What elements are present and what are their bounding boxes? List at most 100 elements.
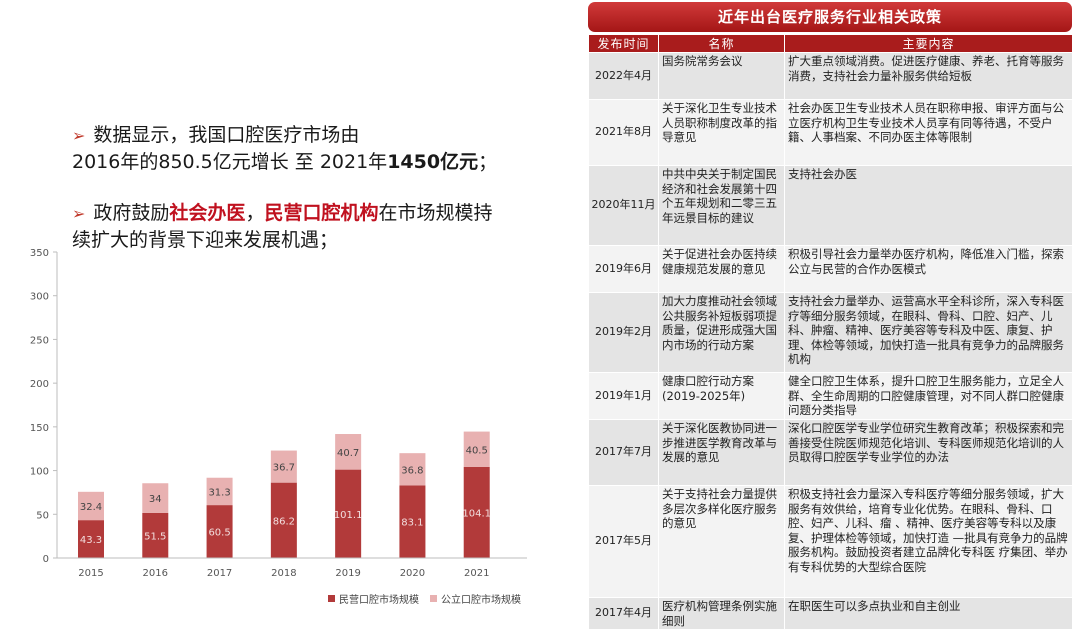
bullet-text: ， (245, 202, 265, 224)
cell-content: 社会办医卫生专业技术人员在职称申报、审评方面与公立医疗机构卫生专业技术人员享有同… (784, 99, 1073, 166)
cell-content: 积极引导社会力量举办医疗机构，降低准入门槛，探索公立与民营的合作办医模式 (784, 245, 1073, 293)
y-tick-label: 150 (30, 423, 49, 434)
legend-label: 公立口腔市场规模 (441, 593, 521, 606)
cell-content: 深化口腔医学专业学位研究生教育改革；积极探索和完善接受住院医师规范化培训、专科医… (784, 419, 1073, 486)
legend: 民营口腔市场规模 公立口腔市场规模 (328, 593, 521, 606)
cell-name: 健康口腔行动方案(2019-2025年) (658, 372, 785, 420)
bullet-text: 在市场规模持 (378, 202, 493, 224)
x-tick-label: 2019 (335, 568, 360, 579)
table-row: 2017年5月 关于支持社会力量提供多层次多样化医疗服务的意见 积极支持社会力量深入… (588, 485, 1073, 598)
bar-segment (78, 520, 104, 558)
y-tick-label: 100 (30, 467, 49, 478)
cell-date: 2019年2月 (588, 292, 659, 373)
y-tick-label: 300 (30, 292, 49, 303)
table-row: 2020年11月 中共中央关于制定国民经济和社会发展第十四个五年规划和二零三五年远… (588, 165, 1073, 246)
header-date: 发布时间 (588, 34, 659, 53)
bar-segment (399, 453, 426, 486)
bar-segment (399, 485, 426, 558)
bar-data-label: 34 (149, 494, 162, 505)
legend-label: 民营口腔市场规模 (339, 593, 419, 606)
y-tick-label: 350 (30, 248, 49, 259)
bullet-highlight: 民营口腔机构 (264, 202, 379, 224)
bar-data-label: 83.1 (401, 518, 423, 529)
y-tick-label: 0 (43, 554, 49, 565)
bar-data-label: 101.1 (334, 510, 363, 521)
legend-swatch (430, 595, 437, 602)
bar-data-label: 40.7 (337, 448, 359, 459)
bar-segment (270, 482, 297, 558)
y-axis: 0 50 100 150 200 250 300 350 (30, 248, 58, 565)
bar-segment (142, 483, 169, 513)
header-content: 主要内容 (784, 34, 1073, 53)
cell-date: 2019年6月 (588, 245, 659, 293)
bar-segment (463, 466, 490, 558)
bar-segment (463, 431, 490, 467)
policy-table: 发布时间 名称 主要内容 2022年4月 国务院常务会议 扩大重点领域消费。促进医疗… (588, 34, 1073, 630)
table-row: 2022年4月 国务院常务会议 扩大重点领域消费。促进医疗健康、养老、托育等服务消费… (588, 52, 1073, 100)
cell-content: 支持社会办医 (784, 165, 1073, 246)
cell-name: 医疗机构管理条例实施细则 (658, 596, 785, 630)
bullet-text: 数据显示，我国口腔医疗市场由 (93, 124, 360, 146)
bullet-policy-support: ➢ 政府鼓励社会办医，民营口腔机构在市场规模持 续扩大的背景下迎来发展机遇； (72, 200, 492, 254)
bullet-text: 2016年的850.5亿元增长 至 2021年 (72, 151, 388, 173)
header-name: 名称 (658, 34, 785, 53)
cell-content: 在职医生可以多点执业和自主创业 (784, 596, 1073, 630)
bullet-text: 续扩大的背景下迎来发展机遇； (72, 229, 339, 251)
cell-date: 2017年7月 (588, 419, 659, 486)
cell-content: 积极支持社会力量深入专科医疗等细分服务领域，扩大服务有效供给，培育专业化优势。在… (784, 485, 1073, 598)
cell-content: 健全口腔卫生体系，提升口腔卫生服务能力，立足全人群、全生命周期的口腔健康管理，对… (784, 372, 1073, 420)
x-tick-label: 2017 (207, 568, 232, 579)
bar-data-label: 31.3 (208, 487, 230, 498)
bar-data-label: 104.1 (462, 508, 491, 519)
bar-segment (78, 491, 104, 521)
y-tick-label: 50 (36, 510, 49, 521)
x-tick-label: 2020 (400, 568, 425, 579)
y-tick-label: 200 (30, 379, 49, 390)
bullet-highlight: 1450亿元 (387, 151, 479, 173)
cell-name: 中共中央关于制定国民经济和社会发展第十四个五年规划和二零三五年远景目标的建议 (658, 165, 785, 246)
cell-date: 2022年4月 (588, 52, 659, 100)
bullet-market-growth: ➢ 数据显示，我国口腔医疗市场由 2016年的850.5亿元增长 至 2021年1… (72, 122, 497, 176)
bar-data-label: 60.5 (208, 528, 230, 539)
cell-name: 关于深化医教协同进一步推进医学教育改革与发展的意见 (658, 419, 785, 486)
bar-data-label: 40.5 (466, 445, 488, 456)
table-row: 2019年1月 健康口腔行动方案(2019-2025年) 健全口腔卫生体系，提升口腔… (588, 372, 1073, 420)
bar-segment (206, 477, 233, 506)
bar-data-label: 36.7 (273, 463, 295, 474)
bar-segment (335, 434, 362, 470)
bar-data-label: 32.4 (80, 502, 102, 513)
table-row: 2017年7月 关于深化医教协同进一步推进医学教育改革与发展的意见 深化口腔医学专业… (588, 419, 1073, 486)
bar-segment (270, 450, 297, 483)
bar-segment (335, 469, 362, 558)
x-tick-label: 2016 (143, 568, 168, 579)
cell-content: 扩大重点领域消费。促进医疗健康、养老、托育等服务消费，支持社会力量补服务供给短板 (784, 52, 1073, 100)
cell-date: 2021年8月 (588, 99, 659, 166)
left-panel: ➢ 数据显示，我国口腔医疗市场由 2016年的850.5亿元增长 至 2021年1… (30, 122, 527, 606)
table-header-row: 发布时间 名称 主要内容 (588, 34, 1073, 53)
cell-name: 国务院常务会议 (658, 52, 785, 100)
cell-date: 2017年5月 (588, 485, 659, 598)
bars: 43.3 32.4 51.5 34 60.5 31.3 86.2 36.7 101.1 40.7 8… (78, 431, 491, 558)
bar-segment (142, 512, 169, 558)
cell-content: 支持社会力量举办、运营高水平全科诊所，深入专科医疗等细分服务领域，在眼科、骨科、… (784, 292, 1073, 373)
cell-name: 加大力度推动社会领域公共服务补短板弱项提质量，促进形成强大国内市场的行动方案 (658, 292, 785, 373)
cell-date: 2019年1月 (588, 372, 659, 420)
arrow-icon: ➢ (72, 204, 86, 223)
policy-title: 近年出台医疗服务行业相关政策 (588, 2, 1072, 32)
table-row: 2017年4月 医疗机构管理条例实施细则 在职医生可以多点执业和自主创业 (588, 596, 1073, 630)
bar-data-label: 51.5 (144, 531, 166, 542)
x-tick-label: 2018 (271, 568, 296, 579)
cell-name: 关于促进社会办医持续健康规范发展的意见 (658, 245, 785, 293)
market-size-chart: 0 50 100 150 200 250 300 350 43.3 32.4 51.5 34 60.5… (30, 248, 527, 606)
cell-date: 2017年4月 (588, 596, 659, 630)
bullet-text: ； (478, 151, 498, 173)
bar-segment (206, 505, 233, 558)
cell-name: 关于支持社会力量提供多层次多样化医疗服务的意见 (658, 485, 785, 598)
x-axis: 2015 2016 2017 2018 2019 2020 2021 (57, 557, 527, 579)
policy-panel: 近年出台医疗服务行业相关政策 发布时间 名称 主要内容 2022年4月 国务院常务… (586, 0, 1074, 630)
table-row: 2021年8月 关于深化卫生专业技术人员职称制度改革的指导意见 社会办医卫生专业技术… (588, 99, 1073, 166)
bullet-text: 政府鼓励 (93, 202, 170, 224)
cell-date: 2020年11月 (588, 165, 659, 246)
arrow-icon: ➢ (72, 126, 86, 145)
cell-name: 关于深化卫生专业技术人员职称制度改革的指导意见 (658, 99, 785, 166)
